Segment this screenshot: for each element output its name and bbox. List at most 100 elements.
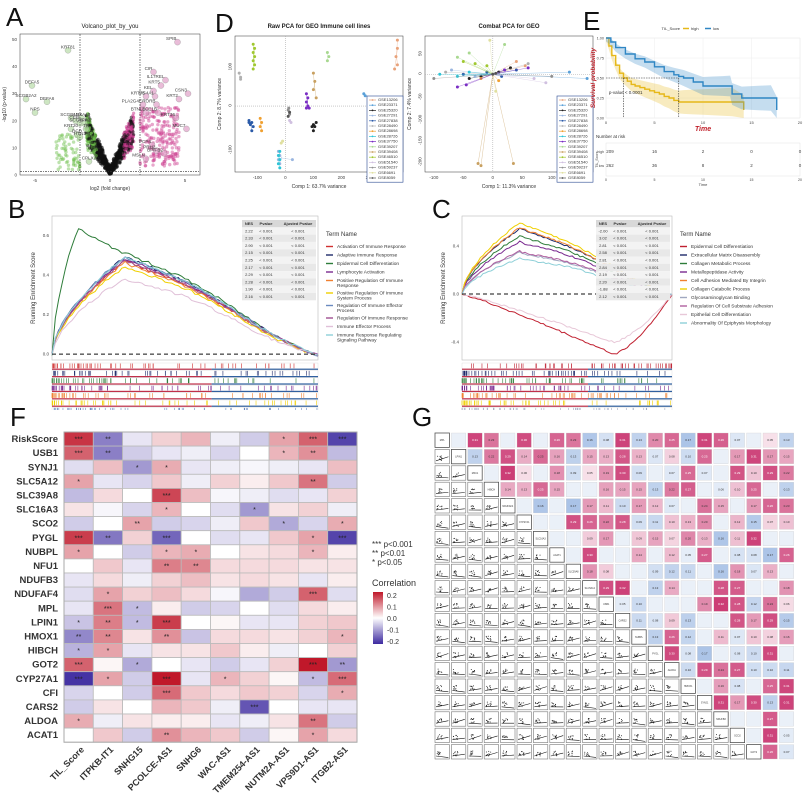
scatter-point bbox=[519, 605, 521, 607]
data-point bbox=[288, 110, 292, 114]
data-point bbox=[102, 158, 106, 162]
correlation-cell bbox=[762, 547, 778, 563]
correlation-value: 0.13 bbox=[767, 569, 773, 573]
scatter-point bbox=[521, 557, 523, 559]
scatter-point bbox=[454, 570, 456, 572]
plot-title: Raw PCA for GEO Immune cell lines bbox=[268, 24, 371, 30]
scatter-point bbox=[519, 556, 521, 558]
scatter-point bbox=[489, 505, 491, 507]
table-cell-padj: < 0.001 bbox=[291, 272, 305, 277]
table-header-bg bbox=[596, 220, 670, 228]
correlation-value: 0.11 bbox=[603, 504, 609, 508]
data-point bbox=[139, 114, 144, 118]
scatter-cell bbox=[565, 596, 581, 612]
scatter-point bbox=[569, 653, 571, 655]
data-point bbox=[144, 140, 148, 144]
data-point bbox=[157, 155, 162, 159]
data-point bbox=[455, 85, 459, 89]
data-point bbox=[92, 137, 96, 141]
data-point bbox=[173, 142, 177, 147]
correlation-value: 0.10 bbox=[620, 504, 626, 508]
legend-label: Extracellular Matrix Disassembly bbox=[691, 253, 761, 259]
data-point bbox=[511, 162, 515, 165]
scatter-point bbox=[437, 619, 439, 621]
scatter-point bbox=[568, 623, 570, 625]
correlation-value: 0.22 bbox=[488, 455, 494, 459]
scatter-point bbox=[486, 521, 488, 523]
scatter-point bbox=[489, 555, 491, 557]
correlation-cell bbox=[566, 547, 581, 563]
data-point bbox=[99, 154, 103, 158]
scatter-point bbox=[454, 587, 456, 589]
correlation-cell bbox=[762, 514, 778, 530]
legend-marker bbox=[371, 166, 374, 169]
data-point bbox=[85, 142, 89, 146]
data-point bbox=[151, 115, 156, 119]
data-point bbox=[65, 132, 70, 137]
scatter-point bbox=[519, 638, 521, 640]
scatter-cell bbox=[434, 580, 450, 596]
x-tick-label: 0 bbox=[492, 175, 495, 180]
scatter-point bbox=[454, 508, 456, 510]
data-point bbox=[139, 112, 143, 116]
correlation-value: 0.27 bbox=[702, 553, 708, 557]
data-point bbox=[73, 156, 77, 160]
significance-mark: * bbox=[165, 507, 168, 514]
scatter-point bbox=[635, 654, 637, 656]
scatter-point bbox=[487, 570, 489, 572]
scatter-point bbox=[490, 639, 492, 641]
scatter-point bbox=[490, 622, 492, 624]
gene-label: BPIFB2 bbox=[147, 147, 163, 152]
correlation-value: 0.17 bbox=[767, 455, 773, 459]
scatter-point bbox=[536, 573, 538, 575]
table-cell-nes: 2.25 bbox=[245, 258, 254, 263]
legend-label: GSE28490 bbox=[568, 123, 588, 128]
table-cell-padj: < 0.001 bbox=[645, 279, 659, 284]
regression-line bbox=[435, 591, 449, 593]
regression-line bbox=[550, 657, 564, 660]
legend-label: GSE39408 bbox=[568, 149, 588, 154]
scatter-point bbox=[437, 603, 439, 605]
scatter-cell bbox=[434, 547, 450, 563]
scatter-point bbox=[437, 476, 439, 478]
correlation-value: 0.08 bbox=[734, 553, 740, 557]
centroid-spoke bbox=[313, 73, 315, 86]
variable-name: PYGL bbox=[652, 652, 659, 655]
data-point bbox=[140, 154, 144, 159]
heatmap-cell bbox=[63, 558, 94, 574]
regression-line bbox=[534, 656, 547, 658]
scatter-point bbox=[504, 572, 506, 574]
scatter-point bbox=[602, 622, 604, 624]
regression-line bbox=[468, 673, 482, 676]
correlation-cell bbox=[664, 596, 680, 612]
legend-label: GSE39408 bbox=[378, 149, 398, 154]
gene-point bbox=[142, 155, 150, 162]
data-point bbox=[78, 162, 82, 166]
p-value-annotation: p-value < 0.0001 bbox=[609, 90, 643, 95]
data-point bbox=[166, 154, 170, 159]
scatter-point bbox=[440, 590, 442, 592]
scatter-point bbox=[438, 525, 440, 527]
heatmap-cell bbox=[327, 727, 358, 743]
scatter-point bbox=[604, 638, 606, 640]
correlation-cell bbox=[762, 498, 778, 514]
correlation-cell bbox=[762, 629, 778, 645]
correlation-value: 0.32 bbox=[505, 471, 511, 475]
scatter-point bbox=[489, 540, 491, 542]
scatter-point bbox=[456, 555, 458, 557]
legend-label: Immune Response Regulating bbox=[337, 333, 402, 339]
data-point bbox=[119, 144, 123, 148]
scatter-point bbox=[503, 572, 505, 574]
variable-name: NDUFAF4 bbox=[502, 505, 514, 508]
heatmap-cell bbox=[210, 713, 241, 729]
correlation-value: 0.15 bbox=[554, 487, 560, 491]
correlation-cell bbox=[746, 613, 762, 628]
scatter-point bbox=[621, 655, 623, 657]
scatter-point bbox=[440, 476, 442, 478]
scatter-point bbox=[490, 521, 492, 523]
scatter-point bbox=[506, 604, 508, 606]
heatmap-cell bbox=[122, 572, 153, 588]
correlation-cell bbox=[582, 514, 598, 530]
regression-line bbox=[534, 622, 547, 626]
data-point bbox=[307, 106, 311, 110]
